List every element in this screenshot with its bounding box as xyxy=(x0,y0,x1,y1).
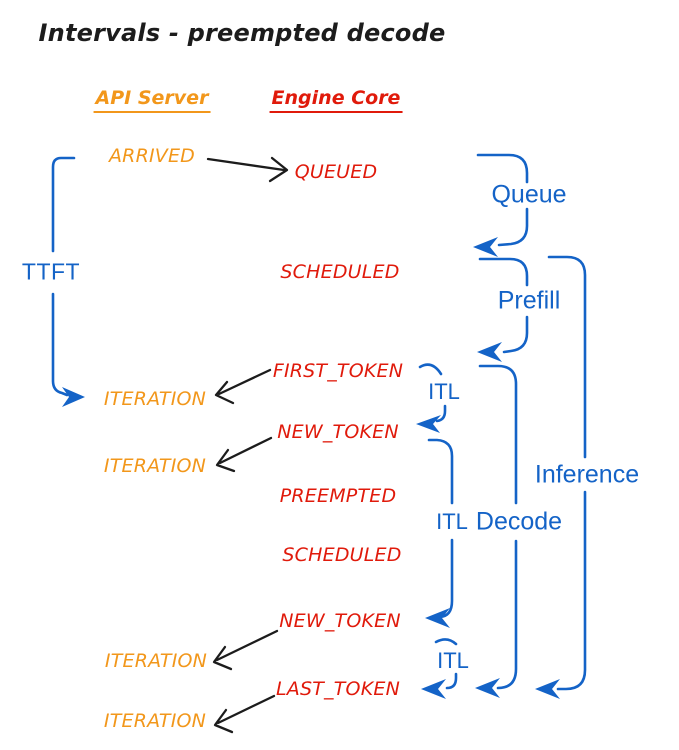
interval-label-queue: Queue xyxy=(491,180,567,209)
event-iteration-3: ITERATION xyxy=(104,650,208,672)
decode-arrowhead xyxy=(475,678,500,698)
ttft-arrowhead xyxy=(62,387,85,407)
event-preempted: PREEMPTED xyxy=(279,485,397,507)
itl-bracket-3 xyxy=(421,638,458,699)
page-title: Intervals - preempted decode xyxy=(38,19,446,47)
event-scheduled-2: SCHEDULED xyxy=(282,544,402,566)
interval-label-itl-2: ITL xyxy=(436,509,468,534)
itl-bracket-2 xyxy=(425,438,454,628)
event-last-token: LAST_TOKEN xyxy=(276,678,400,700)
queue-bracket xyxy=(473,153,529,257)
queue-arrowhead xyxy=(473,237,498,257)
inference-arrowhead xyxy=(535,679,560,699)
arrow-new-token-2-to-iteration xyxy=(212,629,279,671)
event-new-token-2: NEW_TOKEN xyxy=(279,610,401,632)
event-queued: QUEUED xyxy=(294,161,378,183)
arrow-first-token-to-iteration xyxy=(214,368,272,405)
arrow-new-token-to-iteration xyxy=(215,436,273,473)
inference-bracket xyxy=(535,255,587,699)
prefill-arrowhead xyxy=(477,342,502,362)
interval-label-ttft: TTFT xyxy=(21,258,81,285)
interval-label-itl-3: ITL xyxy=(437,648,469,673)
event-iteration-4: ITERATION xyxy=(103,710,207,732)
column-header-engine-core: Engine Core xyxy=(269,87,403,113)
interval-label-itl-1: ITL xyxy=(428,379,460,404)
itl-3-arrowhead xyxy=(421,679,446,699)
interval-label-inference: Inference xyxy=(534,460,640,489)
event-arrived: ARRIVED xyxy=(108,145,196,167)
event-scheduled-1: SCHEDULED xyxy=(280,261,400,283)
itl-bracket-1 xyxy=(416,363,447,433)
prefill-bracket xyxy=(477,257,529,362)
event-iteration-2: ITERATION xyxy=(103,455,207,477)
ttft-bracket xyxy=(51,156,85,407)
interval-label-decode: Decode xyxy=(475,507,563,536)
arrow-arrived-to-queued xyxy=(206,156,289,183)
column-header-api-server: API Server xyxy=(93,87,211,113)
event-first-token: FIRST_TOKEN xyxy=(272,360,404,382)
event-iteration-1: ITERATION xyxy=(103,388,207,410)
itl-2-arrowhead xyxy=(425,608,450,628)
interval-label-prefill: Prefill xyxy=(497,286,561,315)
arrow-last-token-to-iteration xyxy=(213,694,276,734)
itl-1-arrowhead xyxy=(416,415,441,433)
decode-bracket xyxy=(475,364,518,698)
event-new-token-1: NEW_TOKEN xyxy=(277,421,399,443)
